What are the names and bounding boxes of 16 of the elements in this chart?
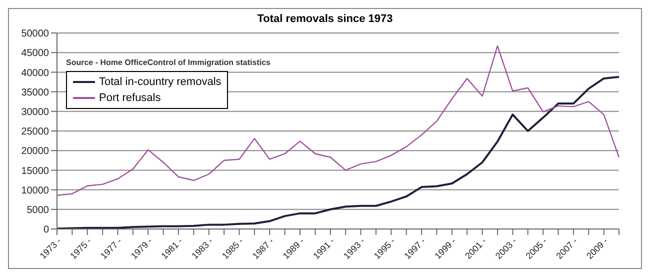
y-tick-label: 30000 xyxy=(21,106,50,118)
y-tick-label: 25000 xyxy=(21,126,50,138)
legend-label: Total in-country removals xyxy=(99,75,222,90)
line-series xyxy=(56,45,620,196)
chart-title: Total removals since 1973 xyxy=(256,13,394,25)
y-tick-label: 40000 xyxy=(21,68,50,79)
y-tick-label: 35000 xyxy=(21,87,50,98)
y-tick-label: 20000 xyxy=(21,146,50,158)
y-tick-label: 50000 xyxy=(21,28,50,40)
legend-label: Port refusals xyxy=(99,91,161,106)
y-tick-label: 15000 xyxy=(21,166,50,177)
y-tick-label: 0 xyxy=(43,224,50,236)
y-tick-label: 10000 xyxy=(21,185,50,196)
y-tick-label: 5000 xyxy=(26,204,50,216)
annotation: Source - Home OfficeControl of Immigration statistics xyxy=(64,58,272,67)
y-tick-label: 45000 xyxy=(21,48,50,60)
